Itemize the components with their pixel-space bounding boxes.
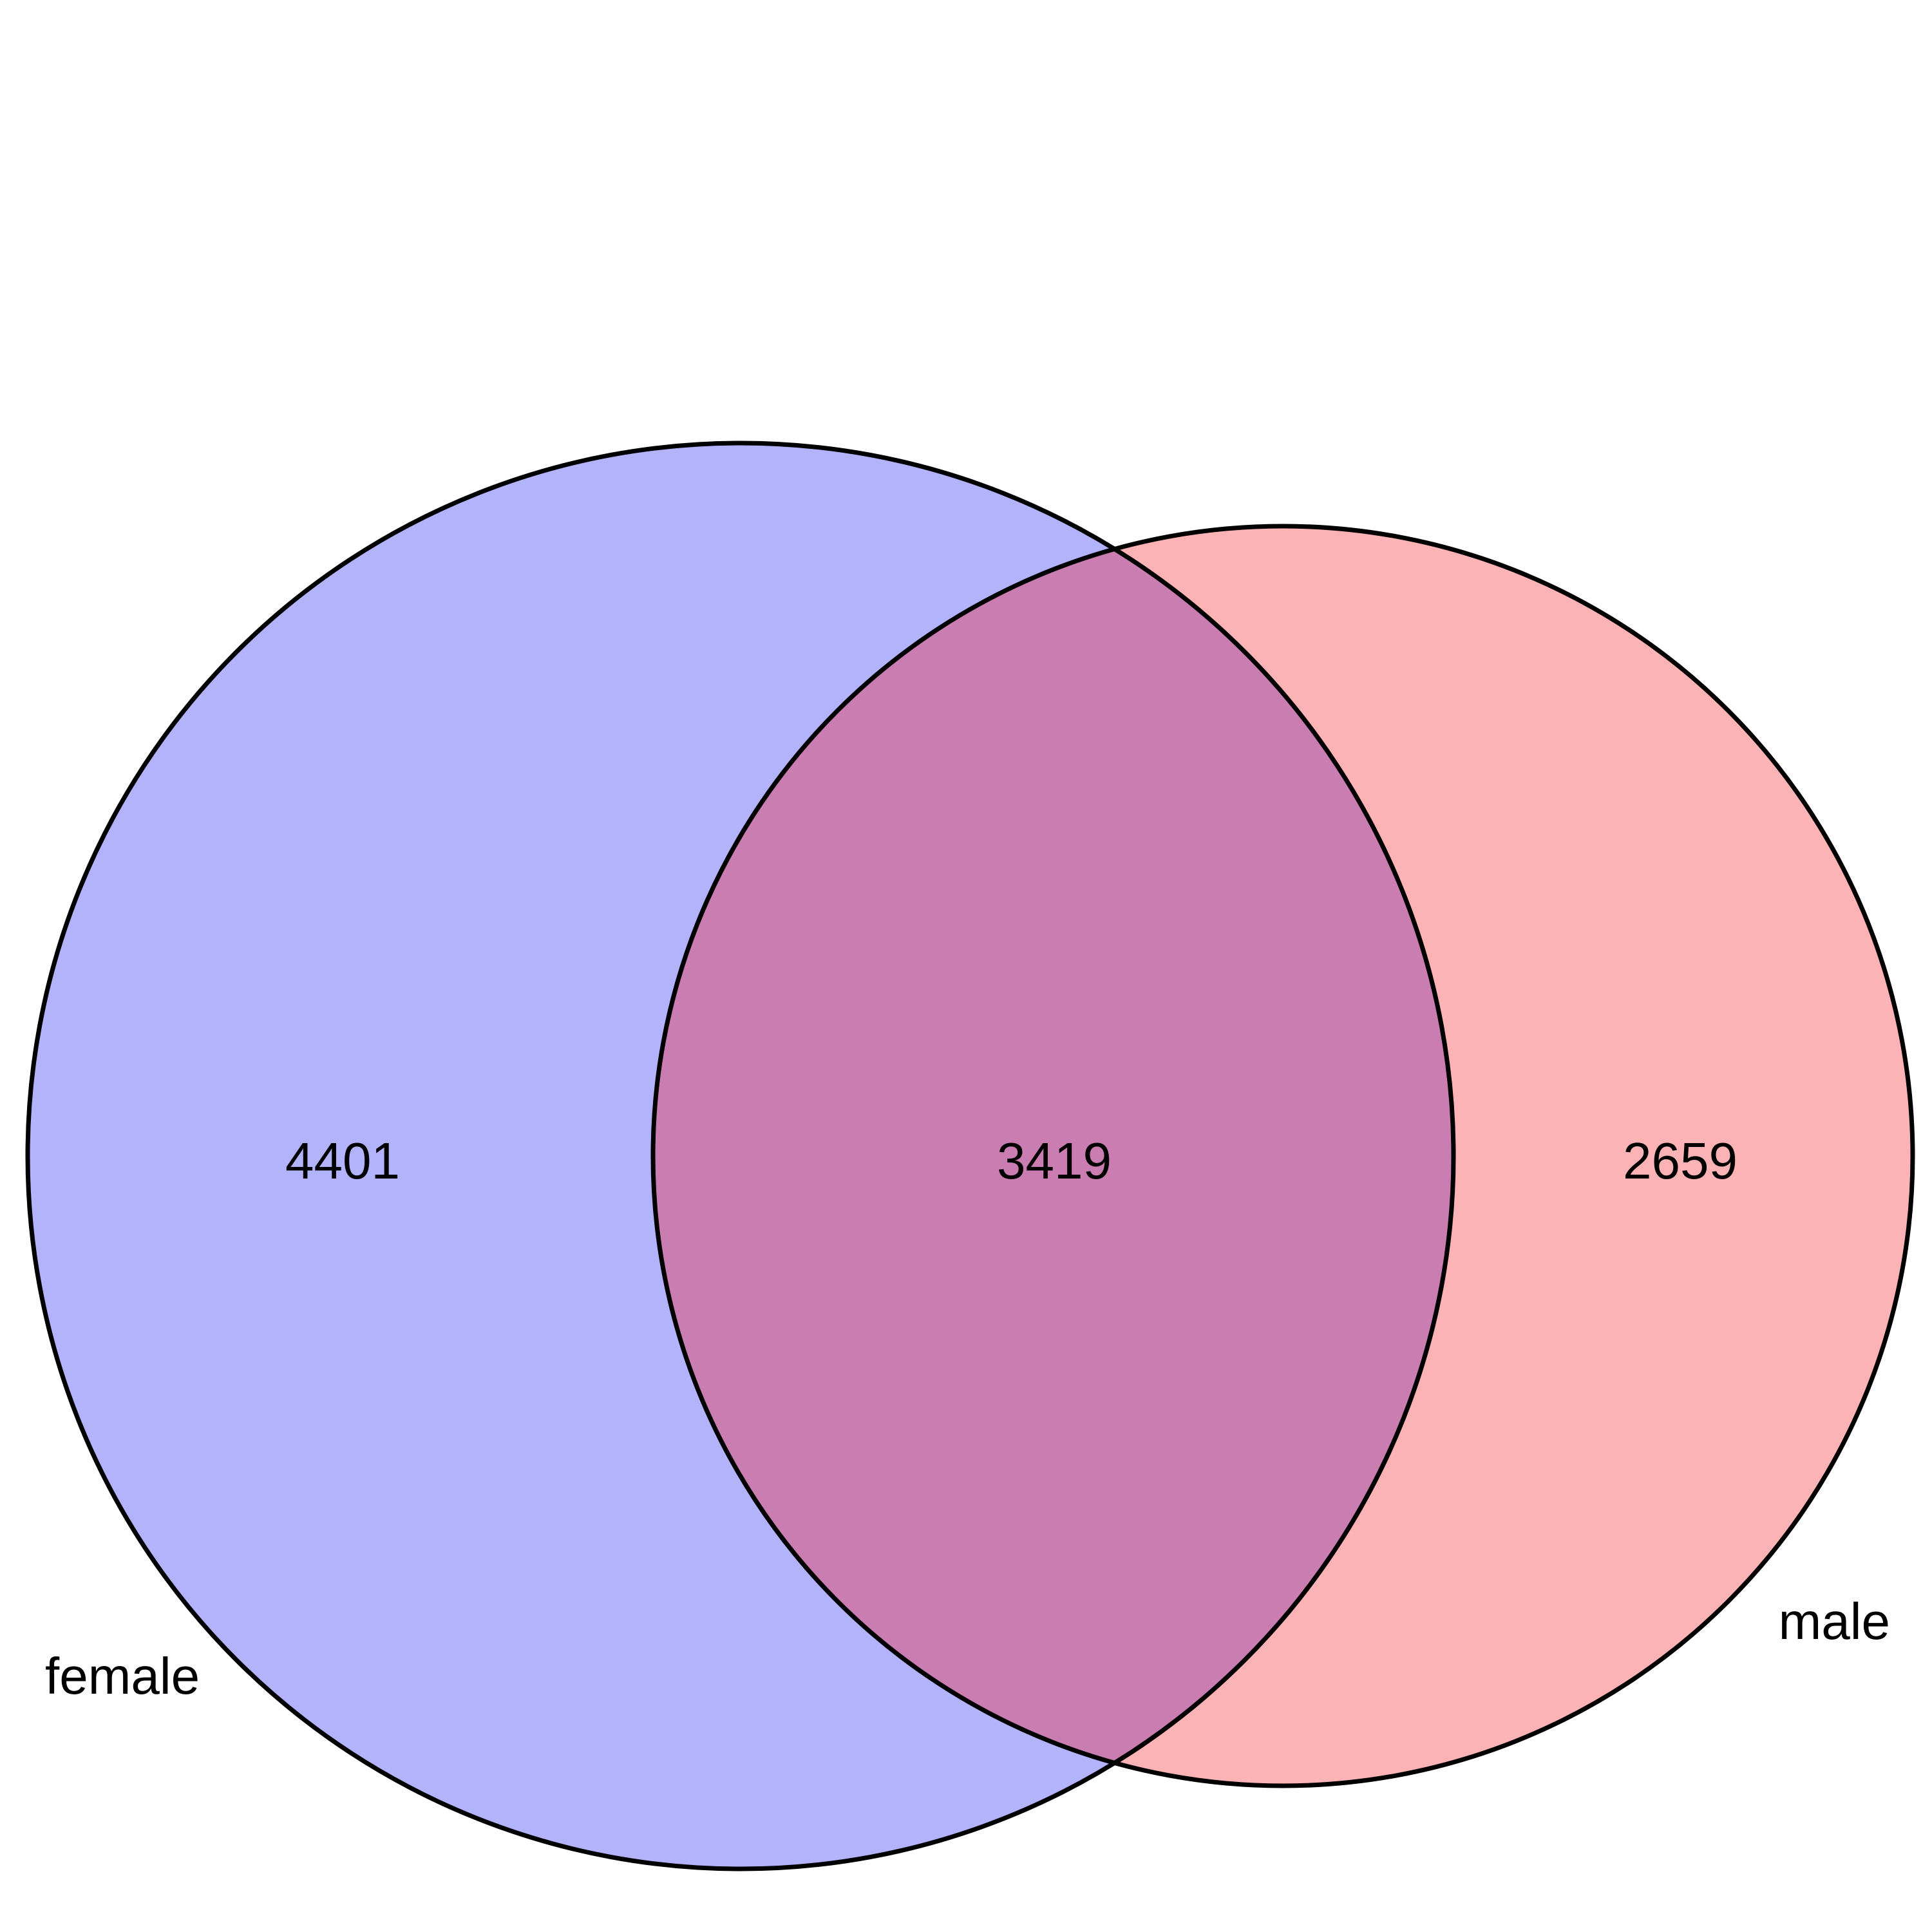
male-set-outline: [650, 524, 1915, 1788]
female-set-outline: [25, 440, 1456, 1871]
female-set-label: female: [45, 1647, 200, 1705]
intersection-region: [653, 526, 1454, 1786]
male-set-label: male: [1779, 1593, 1890, 1650]
female-only-count: 4401: [285, 1132, 400, 1189]
intersection-count: 3419: [997, 1132, 1112, 1189]
male-only-count: 2659: [1623, 1132, 1738, 1189]
